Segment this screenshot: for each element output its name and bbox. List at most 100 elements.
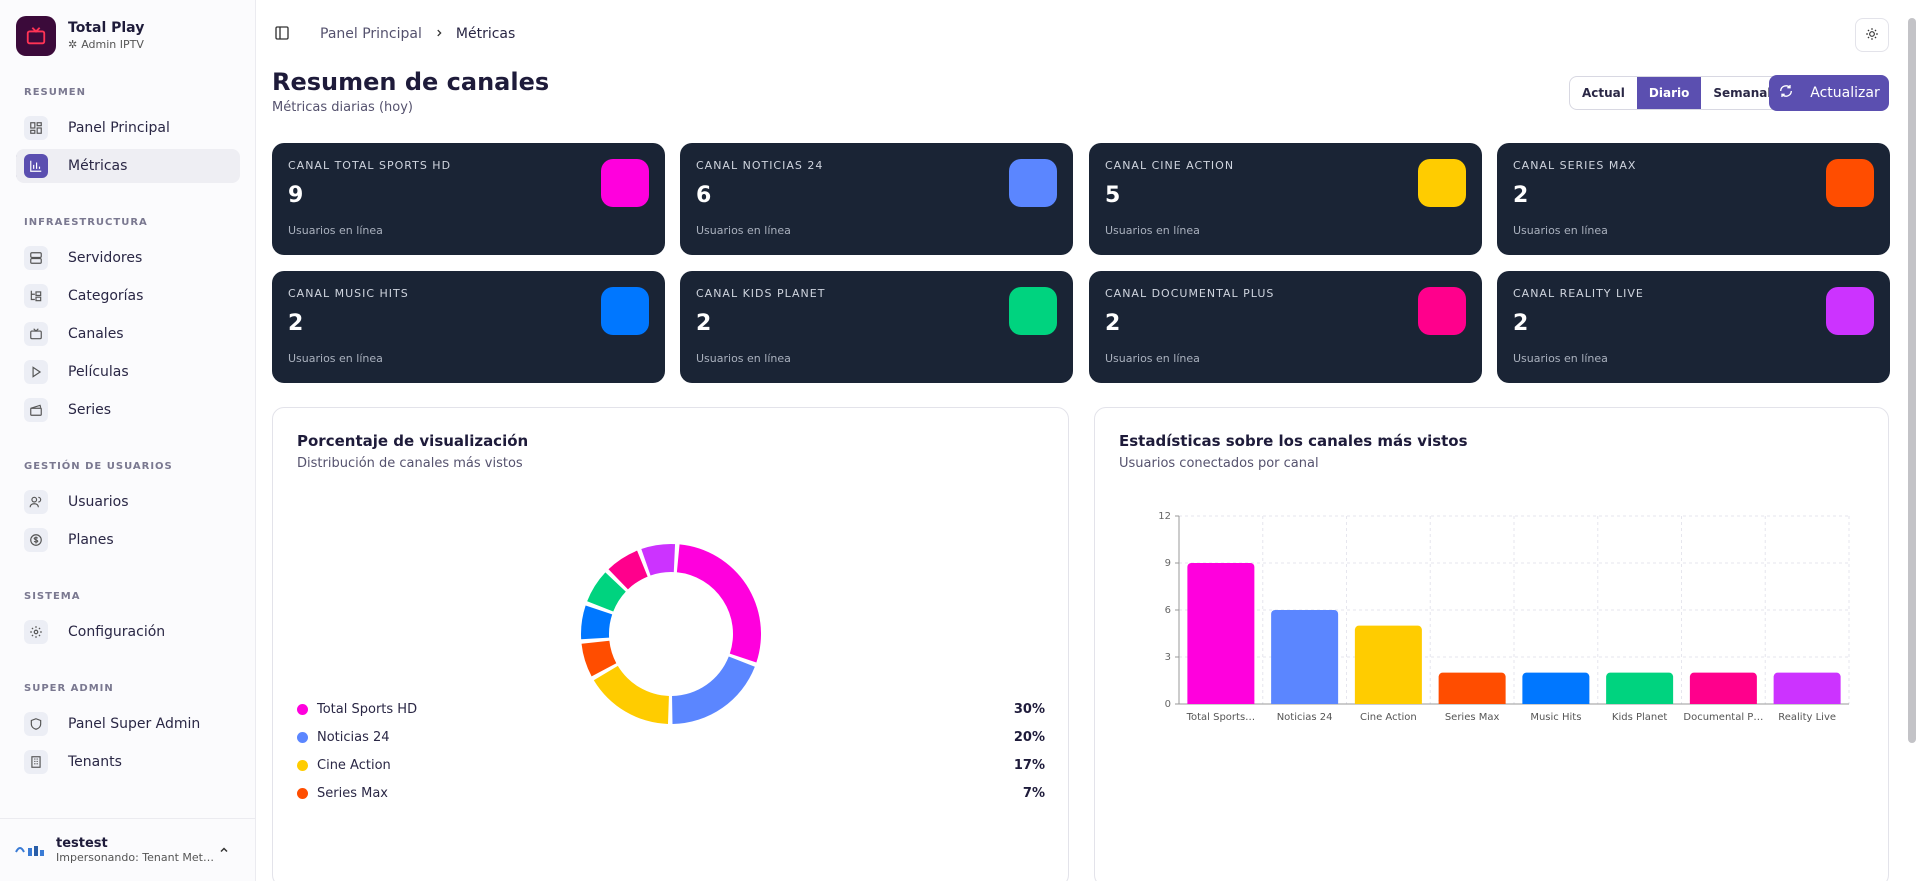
y-tick-label: 9	[1165, 558, 1171, 569]
bar-base	[1689, 700, 1757, 704]
building-icon	[24, 750, 48, 774]
sidebar-toggle-icon[interactable]	[274, 25, 290, 45]
bar	[1773, 672, 1841, 704]
card-value: 9	[288, 183, 304, 208]
refresh-button[interactable]: Actualizar	[1769, 75, 1889, 111]
card-value: 2	[1513, 183, 1529, 208]
sidebar-item-panel-super-admin[interactable]: Panel Super Admin	[16, 707, 240, 741]
card-value: 2	[1105, 311, 1121, 336]
users-icon	[24, 490, 48, 514]
donut-slice	[587, 572, 626, 612]
card-caption: Usuarios en línea	[1513, 352, 1608, 365]
bar-chart: 0 3 6 9 12 Total Sports… Noticias 24 Cine Actio…	[1158, 511, 1850, 723]
x-tick-label: Documental P…	[1683, 712, 1763, 723]
x-tick-label: Total Sports…	[1186, 712, 1256, 723]
period-option-semanal[interactable]: Semanal	[1713, 86, 1772, 100]
breadcrumb: Panel Principal Métricas	[320, 26, 515, 42]
bar-base	[1438, 700, 1506, 704]
y-tick-label: 6	[1165, 605, 1171, 616]
clapperboard-icon	[24, 398, 48, 422]
bar	[1354, 625, 1422, 704]
sidebar-item-peliculas[interactable]: Películas	[16, 355, 240, 389]
chevron-up-icon[interactable]	[218, 841, 230, 860]
donut-panel: Porcentaje de visualización Distribución…	[272, 407, 1069, 881]
donut-slice	[672, 656, 755, 724]
sidebar-item-panel-principal[interactable]: Panel Principal	[16, 111, 240, 145]
breadcrumb-link[interactable]: Panel Principal	[320, 26, 422, 42]
sidebar-item-label: Panel Principal	[68, 120, 170, 136]
channel-card: CANAL DOCUMENTAL PLUS 2 Usuarios en línea	[1089, 271, 1482, 383]
card-color-swatch	[1826, 287, 1874, 335]
period-selector: Actual Diario Semanal	[1569, 76, 1785, 110]
server-icon	[24, 246, 48, 270]
sidebar-item-tenants[interactable]: Tenants	[16, 745, 240, 779]
card-channel-name: CANAL KIDS PLANET	[696, 287, 826, 300]
donut-chart	[581, 544, 761, 724]
channel-card: CANAL MUSIC HITS 2 Usuarios en línea	[272, 271, 665, 383]
y-tick-label: 12	[1158, 511, 1171, 522]
user-subtitle: Impersonando: Tenant Met…	[56, 851, 214, 864]
legend-percent: 17%	[1013, 757, 1045, 773]
sidebar-item-label: Películas	[68, 364, 129, 380]
sidebar-item-servidores[interactable]: Servidores	[16, 241, 240, 275]
sidebar-item-label: Canales	[68, 326, 124, 342]
sidebar-item-label: Series	[68, 402, 112, 418]
card-channel-name: CANAL MUSIC HITS	[288, 287, 409, 300]
donut-slice	[676, 544, 761, 663]
bar-base	[1187, 700, 1255, 704]
bar	[1271, 610, 1339, 704]
sidebar-item-configuracion[interactable]: Configuración	[16, 615, 240, 649]
refresh-label: Actualizar	[1810, 85, 1880, 101]
channel-card: CANAL KIDS PLANET 2 Usuarios en línea	[680, 271, 1073, 383]
section-label-sistema: SISTEMA	[24, 591, 81, 602]
sidebar-item-planes[interactable]: Planes	[16, 523, 240, 557]
folder-tree-icon	[24, 284, 48, 308]
legend-label: Cine Action	[317, 757, 391, 773]
sidebar-item-series[interactable]: Series	[16, 393, 240, 427]
card-caption: Usuarios en línea	[288, 224, 383, 237]
gear-icon	[24, 620, 48, 644]
breadcrumb-current: Métricas	[455, 26, 516, 42]
bar-panel: Estadísticas sobre los canales más visto…	[1094, 407, 1889, 881]
sidebar-item-label: Configuración	[68, 624, 166, 640]
x-tick-label: Cine Action	[1360, 712, 1417, 723]
card-caption: Usuarios en línea	[696, 352, 791, 365]
user-menu[interactable]: testest Impersonando: Tenant Met…	[0, 818, 256, 881]
theme-toggle-button[interactable]	[1855, 18, 1889, 52]
legend-label: Total Sports HD	[317, 701, 418, 717]
card-caption: Usuarios en línea	[1105, 352, 1200, 365]
sidebar-item-categorias[interactable]: Categorías	[16, 279, 240, 313]
period-option-diario[interactable]: Diario	[1636, 77, 1702, 109]
section-label-infraestructura: INFRAESTRUCTURA	[24, 217, 148, 228]
card-color-swatch	[1009, 159, 1057, 207]
x-tick-label: Kids Planet	[1612, 712, 1667, 723]
brand-subtitle: Admin IPTV	[81, 38, 144, 51]
bar	[1522, 672, 1590, 704]
tv-logo-icon	[16, 16, 56, 56]
legend-dot	[297, 731, 308, 743]
sidebar-item-metricas[interactable]: Métricas	[16, 149, 240, 183]
card-value: 2	[288, 311, 304, 336]
scrollbar[interactable]	[1908, 18, 1916, 743]
card-channel-name: CANAL DOCUMENTAL PLUS	[1105, 287, 1275, 300]
tv-icon	[24, 322, 48, 346]
sidebar: Total Play ✲ Admin IPTV RESUMEN Panel Pri…	[0, 0, 256, 881]
bar	[1606, 672, 1674, 704]
brand-title: Total Play	[68, 20, 145, 36]
legend-percent: 30%	[1013, 701, 1045, 717]
bar-chart-icon	[24, 154, 48, 178]
brand[interactable]: Total Play ✲ Admin IPTV	[16, 16, 144, 56]
card-value: 5	[1105, 183, 1121, 208]
sidebar-item-usuarios[interactable]: Usuarios	[16, 485, 240, 519]
sidebar-item-canales[interactable]: Canales	[16, 317, 240, 351]
legend-dot	[297, 787, 308, 799]
sidebar-item-label: Planes	[68, 532, 114, 548]
legend-item: Series Max 7%	[297, 783, 1045, 803]
period-option-actual[interactable]: Actual	[1582, 86, 1625, 100]
y-tick-label: 0	[1165, 699, 1171, 710]
channel-card: CANAL REALITY LIVE 2 Usuarios en línea	[1497, 271, 1890, 383]
donut-panel-subtitle: Distribución de canales más vistos	[297, 456, 523, 471]
card-value: 2	[696, 311, 712, 336]
bar-base	[1354, 700, 1422, 704]
bar-base	[1606, 700, 1674, 704]
